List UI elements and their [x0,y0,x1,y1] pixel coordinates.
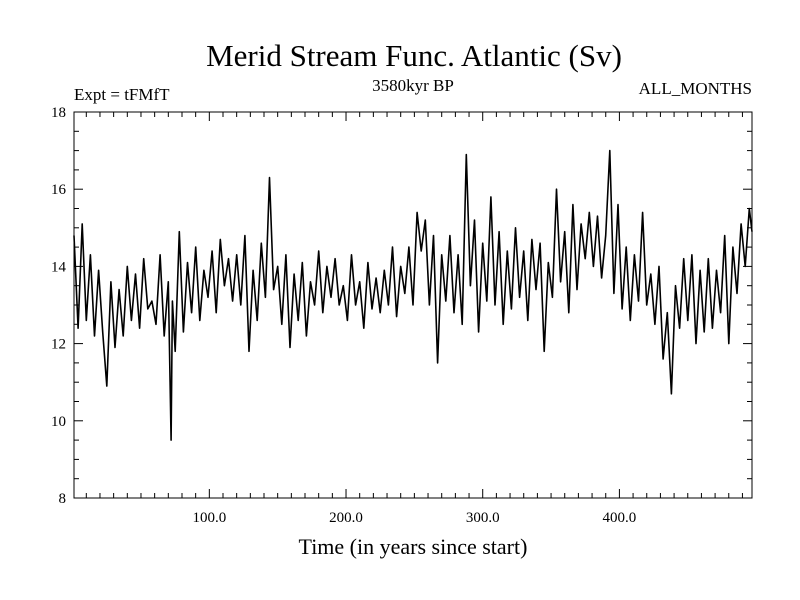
y-tick-label: 8 [59,491,67,507]
y-tick-label: 12 [51,337,66,353]
data-series-line [73,149,753,441]
y-tick-label: 14 [51,259,67,275]
x-tick-label: 200.0 [329,510,363,526]
subtitle-center: 3580kyr BP [372,76,454,95]
y-tick-label: 16 [51,182,67,198]
axis-tick-labels: 100.0 200.0 300.0 400.0 8 10 12 14 16 18 [51,105,636,526]
subtitle-left: Expt = tFMfT [74,85,170,104]
x-axis-label: Time (in years since start) [299,534,528,559]
chart-title: Merid Stream Func. Atlantic (Sv) [206,38,622,73]
x-tick-label: 400.0 [603,510,637,526]
subtitle-right: ALL_MONTHS [639,79,752,98]
x-tick-label: 300.0 [466,510,500,526]
y-tick-label: 18 [51,105,66,121]
y-tick-label: 10 [51,414,66,430]
x-tick-label: 100.0 [192,510,226,526]
